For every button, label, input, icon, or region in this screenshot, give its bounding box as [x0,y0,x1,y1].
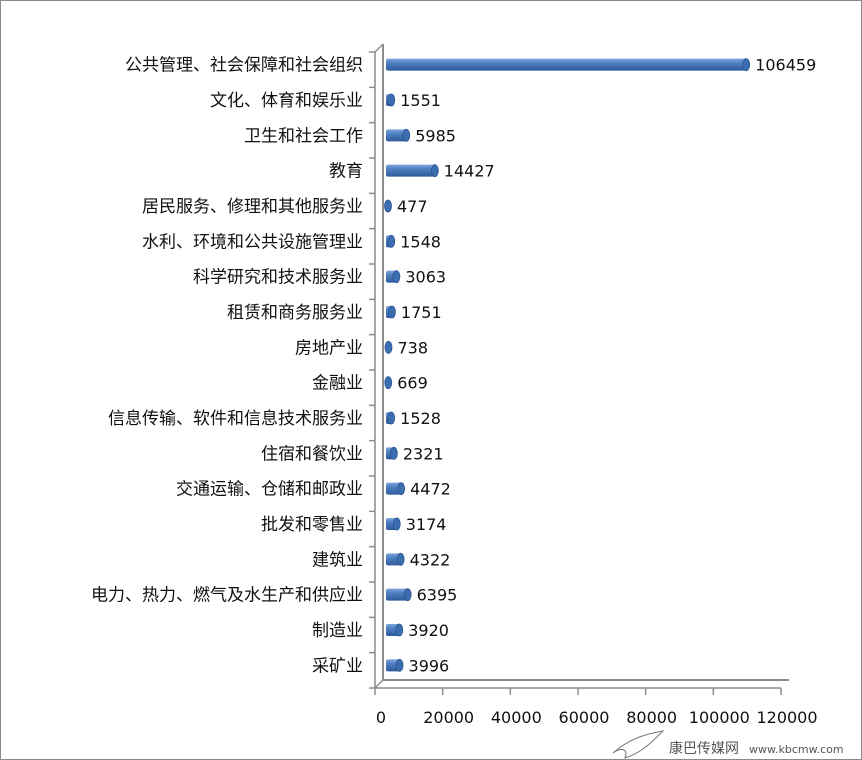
bar-cap [387,411,396,425]
watermark-brand: 康巴传媒网 [669,740,739,757]
bar-cap [397,482,406,496]
bar-cap [384,376,393,390]
bar [386,552,405,566]
bar-cap [384,340,393,354]
bar-cap [392,517,401,531]
bar [386,234,396,248]
category-label: 文化、体育和娱乐业 [210,91,363,111]
bar-body [386,482,402,495]
category-label: 租赁和商务服务业 [227,303,363,323]
bar-body [386,58,747,71]
category-label: 科学研究和技术服务业 [193,268,363,288]
bar [386,128,411,142]
bar-cap [392,270,401,284]
labels: 0 20000 40000 60000 80000 100000 120000 公共管理、社会… [91,56,818,727]
watermark-url: www.kbcmw.com [749,743,844,756]
data-label: 669 [397,374,428,393]
bar [386,517,401,531]
bar-body [386,588,408,601]
data-label: 1751 [401,303,442,322]
category-label: 批发和零售业 [261,515,363,535]
bar-cap [396,552,405,566]
x-tick-label: 20000 [423,708,474,727]
bar-cap [387,93,396,107]
category-label: 居民服务、修理和其他服务业 [142,197,363,217]
bar-cap [384,199,392,213]
bar-cap [388,305,396,319]
bar [386,658,404,672]
data-label: 5985 [415,126,456,145]
watermark-logo-icon [612,730,665,759]
bar [386,446,398,460]
data-label: 3063 [405,268,446,287]
bar [386,482,406,496]
data-label: 4472 [410,480,451,499]
bar-cap [403,588,412,602]
category-label: 金融业 [312,374,363,394]
x-tick-label: 120000 [756,708,817,727]
data-label: 4322 [410,550,451,569]
bar [384,199,392,213]
data-label: 106459 [755,56,816,75]
category-label: 制造业 [312,621,363,641]
bar-cap [402,128,411,142]
x-tick-label: 0 [376,708,386,727]
category-label: 卫生和社会工作 [244,126,363,146]
x-tick-label: 100000 [689,708,750,727]
watermark: 康巴传媒网 www.kbcmw.com [612,730,844,759]
data-label: 6395 [417,586,458,605]
category-label: 信息传输、软件和信息技术服务业 [108,409,363,429]
bar [386,93,396,107]
bar-body [386,129,407,142]
bar [386,411,396,425]
x-tick-label: 40000 [491,708,542,727]
bar [386,305,396,319]
data-label: 2321 [403,444,444,463]
bar-cap [742,58,751,72]
bar [386,270,401,284]
bar [386,164,439,178]
data-label: 14427 [444,162,495,181]
data-label: 3996 [409,656,450,675]
data-label: 3920 [408,621,449,640]
category-label: 住宿和餐饮业 [261,444,363,464]
bar-cap [395,658,404,672]
data-label: 477 [397,197,428,216]
category-label: 交通运输、仓储和邮政业 [176,480,363,500]
data-label: 738 [397,338,428,357]
bars [384,58,751,672]
data-label: 3174 [406,515,447,534]
bar-cap [389,446,398,460]
bar-cap [387,234,396,248]
data-label: 1551 [400,91,441,110]
x-tick-label: 60000 [559,708,610,727]
bar [384,376,393,390]
data-label: 1528 [400,409,441,428]
x-tick-label: 80000 [626,708,677,727]
bar-cap [430,164,439,178]
bar-cap [395,623,404,637]
data-label: 1548 [400,232,441,251]
category-label: 公共管理、社会保障和社会组织 [125,56,363,76]
bar [386,588,412,602]
category-label: 建筑业 [312,550,363,570]
category-label: 采矿业 [312,656,363,676]
bar-body [386,553,401,566]
bar [386,58,751,72]
bar [386,623,404,637]
category-label: 水利、环境和公共设施管理业 [142,232,363,252]
category-label: 教育 [329,162,363,182]
category-label: 电力、热力、燃气及水生产和供应业 [91,586,363,606]
bar [384,340,393,354]
bar-body [386,164,435,177]
category-label: 房地产业 [295,338,363,358]
axes [369,43,789,695]
